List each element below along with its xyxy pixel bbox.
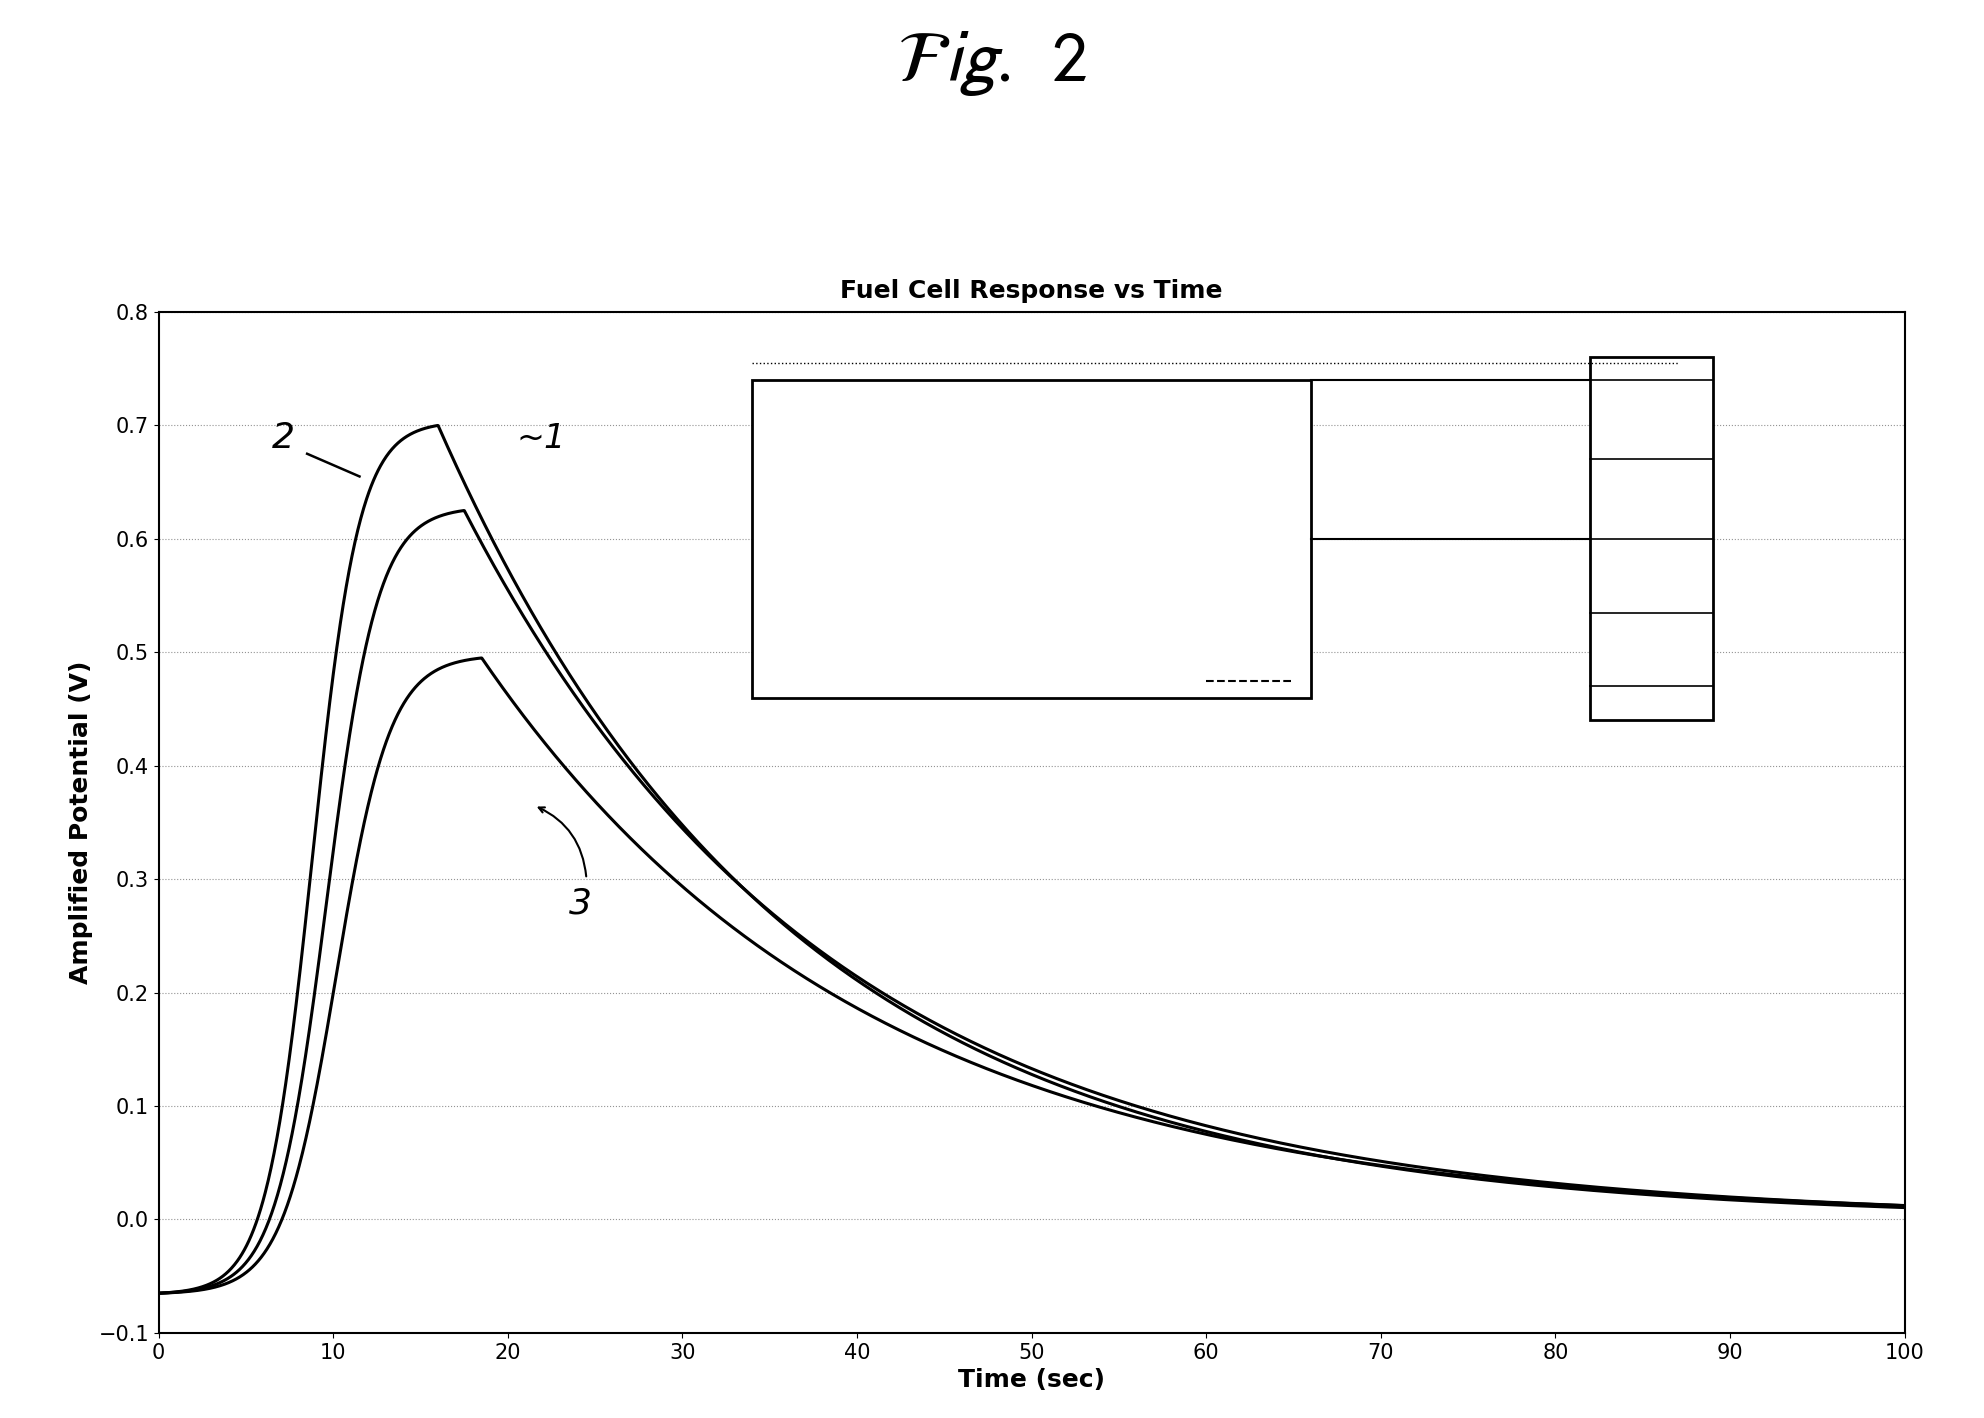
Bar	[752, 380, 1311, 698]
Title: Fuel Cell Response vs Time: Fuel Cell Response vs Time	[841, 279, 1222, 303]
Bar	[1591, 357, 1712, 720]
Text: 2: 2	[272, 421, 296, 455]
Text: ~1: ~1	[516, 423, 565, 455]
Text: 3: 3	[569, 886, 591, 920]
Y-axis label: Amplified Potential (V): Amplified Potential (V)	[69, 661, 93, 984]
Text: $\mathcal{Fig.\ 2}$: $\mathcal{Fig.\ 2}$	[897, 30, 1087, 98]
X-axis label: Time (sec): Time (sec)	[958, 1368, 1105, 1392]
